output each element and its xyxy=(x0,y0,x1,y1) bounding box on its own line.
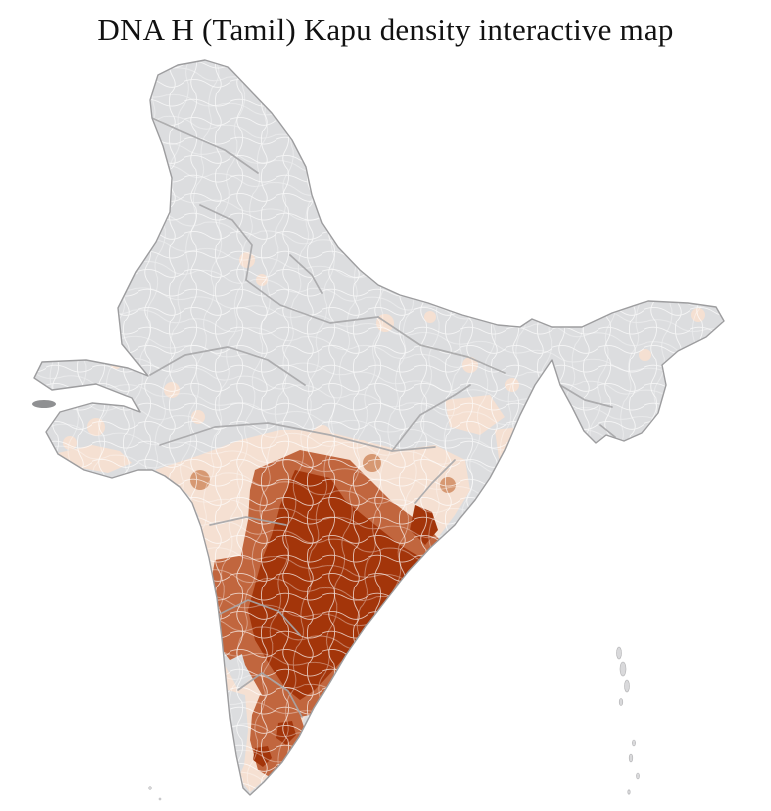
state-borders xyxy=(149,117,616,718)
island[interactable] xyxy=(616,646,622,660)
india-outline xyxy=(33,59,725,796)
island[interactable] xyxy=(627,789,631,795)
district-patch-kutch-marsh[interactable] xyxy=(32,400,56,408)
island[interactable] xyxy=(618,698,624,706)
island[interactable] xyxy=(632,739,636,747)
island[interactable] xyxy=(624,679,630,693)
lakshadweep-islands[interactable] xyxy=(148,786,162,801)
district-patch-dark-gray[interactable] xyxy=(526,447,540,467)
andaman-nicobar-islands[interactable] xyxy=(616,646,640,795)
island[interactable] xyxy=(158,797,162,801)
island[interactable] xyxy=(148,786,152,790)
map-title: DNA H (Tamil) Kapu density interactive m… xyxy=(97,12,674,47)
india-choropleth-map[interactable] xyxy=(0,55,771,811)
island[interactable] xyxy=(628,753,634,763)
district-borders-mesh-2 xyxy=(34,60,724,795)
india-map-svg[interactable] xyxy=(0,55,771,811)
island[interactable] xyxy=(636,772,640,780)
island[interactable] xyxy=(619,661,627,677)
